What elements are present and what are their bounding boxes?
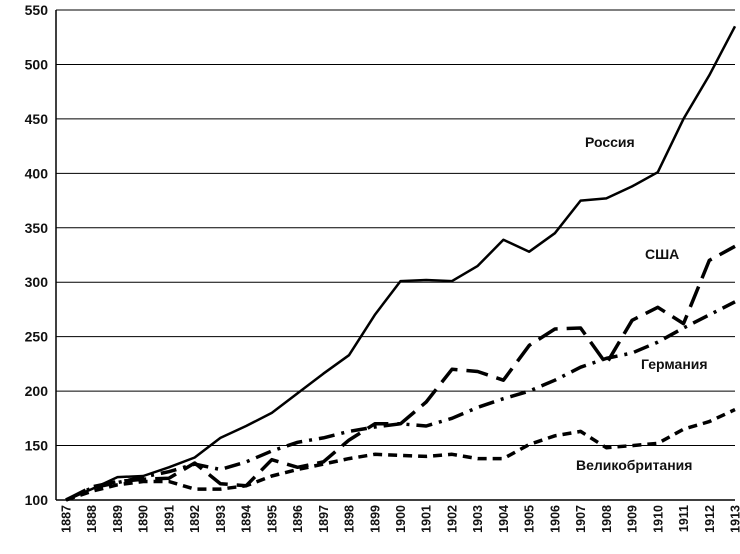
x-tick-label: 1897: [317, 505, 331, 533]
x-tick-label: 1899: [368, 505, 382, 533]
x-tick-label: 1901: [420, 505, 434, 533]
x-tick-label: 1908: [600, 505, 614, 533]
x-tick-label: 1904: [497, 505, 511, 533]
series-label-usa: США: [645, 246, 679, 262]
y-tick-label: 450: [25, 111, 49, 127]
y-tick-label: 550: [25, 2, 49, 18]
x-tick-label: 1895: [265, 505, 279, 533]
y-tick-label: 350: [25, 220, 49, 236]
y-tick-label: 250: [25, 329, 49, 345]
x-tick-label: 1912: [703, 505, 717, 533]
y-tick-label: 200: [25, 383, 49, 399]
series-line-russia: [65, 25, 737, 502]
x-tick-label: 1891: [162, 505, 176, 533]
gridlines: [56, 9, 735, 447]
y-tick-labels: 100 150 200 250 300 350 400 450 500 550: [25, 2, 49, 508]
x-tick-label: 1889: [111, 505, 125, 533]
series-line-usa: [65, 244, 736, 502]
y-tick-label: 400: [25, 165, 49, 181]
series-label-russia: Россия: [585, 134, 635, 150]
x-tick-label: 1907: [574, 505, 588, 533]
y-tick-label: 150: [25, 438, 49, 454]
x-tick-label: 1911: [677, 505, 691, 532]
x-tick-label: 1905: [523, 505, 537, 533]
series-lines: [65, 25, 737, 502]
y-tick-label: 300: [25, 274, 49, 290]
x-tick-label: 1910: [651, 505, 665, 533]
y-tick-label: 100: [25, 492, 49, 508]
x-tick-label: 1893: [214, 505, 228, 533]
x-tick-label: 1906: [548, 505, 562, 533]
x-tick-label: 1888: [85, 505, 99, 533]
x-tick-labels: 1887 1888 1889 1890 1891 1892 1893 1894 1895 1896…: [60, 505, 740, 533]
x-tick-label: 1909: [626, 505, 640, 533]
x-tick-label: 1902: [445, 505, 459, 533]
x-tick-label: 1896: [291, 505, 305, 533]
x-tick-label: 1892: [188, 505, 202, 533]
series-label-germany: Германия: [641, 356, 708, 372]
x-tick-label: 1898: [343, 505, 357, 533]
series-line-uk: [65, 408, 736, 502]
x-tick-label: 1894: [240, 505, 254, 533]
x-tick-label: 1887: [60, 505, 74, 533]
x-tick-label: 1900: [394, 505, 408, 533]
x-tick-label: 1913: [729, 505, 740, 533]
x-tick-label: 1903: [471, 505, 485, 533]
x-tick-label: 1890: [137, 505, 151, 533]
y-tick-label: 500: [25, 56, 49, 72]
series-label-uk: Великобритания: [576, 457, 692, 473]
